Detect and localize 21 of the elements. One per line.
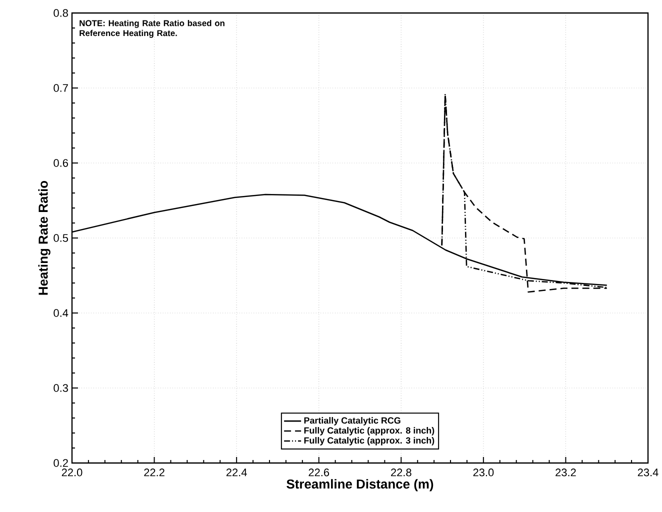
y-tick-label: 0.3 bbox=[54, 384, 68, 392]
legend-label: Partially Catalytic RCG bbox=[304, 417, 400, 426]
x-tick-label: 22.0 bbox=[62, 468, 82, 476]
y-tick-label: 0.5 bbox=[54, 234, 68, 242]
x-tick-label: 23.0 bbox=[473, 468, 494, 476]
x-tick-label: 22.8 bbox=[391, 468, 412, 476]
annotation: NOTE: Heating Rate Ratio based on Reference Heating Rate. bbox=[80, 20, 224, 38]
y-tick-label: 0.7 bbox=[54, 84, 68, 92]
legend-label: Fully Catalytic (approx. 3 inch) bbox=[304, 437, 434, 446]
legend-label: Fully Catalytic (approx. 8 inch) bbox=[304, 427, 434, 436]
y-tick-label: 0.6 bbox=[54, 159, 68, 167]
x-tick-label: 22.2 bbox=[144, 468, 164, 476]
y-tick-label: 0.8 bbox=[54, 9, 68, 17]
x-tick-label: 23.2 bbox=[556, 468, 576, 476]
y-tick-label: 0.2 bbox=[54, 459, 68, 467]
y-tick-label: 0.4 bbox=[54, 309, 68, 317]
x-tick-label: 22.6 bbox=[308, 468, 330, 476]
x-tick-label: 22.4 bbox=[226, 468, 247, 476]
y-axis-title: Heating Rate Ratio bbox=[38, 180, 50, 295]
x-tick-label: 23.4 bbox=[638, 468, 658, 476]
x-axis-title: Streamline Distance (m) bbox=[286, 479, 434, 492]
